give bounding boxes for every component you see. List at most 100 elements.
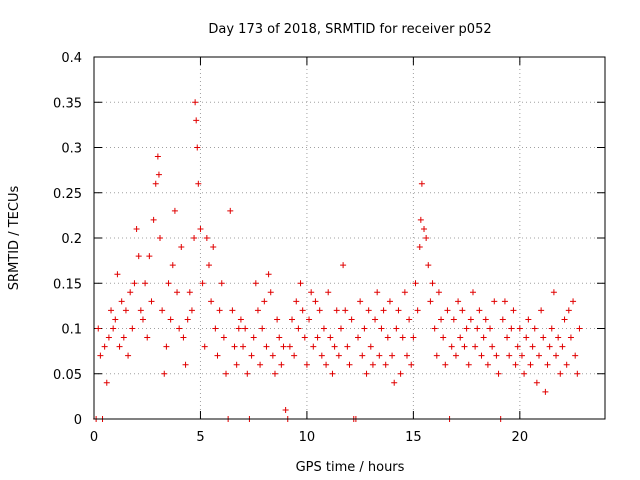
data-point <box>116 343 123 350</box>
data-point <box>269 352 276 359</box>
data-point <box>469 289 476 296</box>
data-point <box>418 180 425 187</box>
data-point <box>150 216 157 223</box>
data-point <box>493 352 500 359</box>
data-point <box>431 325 438 332</box>
data-point <box>318 352 325 359</box>
data-point <box>508 325 515 332</box>
data-point <box>372 316 379 323</box>
y-tick-label: 0.2 <box>61 232 82 247</box>
data-point <box>154 153 161 160</box>
data-point <box>146 253 153 260</box>
data-point <box>440 334 447 341</box>
data-point <box>105 334 112 341</box>
data-point <box>553 352 560 359</box>
data-point <box>344 343 351 350</box>
data-point <box>329 370 336 377</box>
data-point <box>201 343 208 350</box>
data-point <box>139 316 146 323</box>
data-point <box>355 334 362 341</box>
chart-title: Day 173 of 2018, SRMTID for receiver p05… <box>208 22 491 37</box>
data-point <box>459 307 466 314</box>
data-point <box>293 298 300 305</box>
tick-labels: 0 0.05 0.1 0.15 0.2 0.25 0.3 0.35 0.4 0 5 10 15 20 <box>53 51 528 445</box>
data-point <box>263 343 270 350</box>
data-point <box>212 325 219 332</box>
data-point <box>546 343 553 350</box>
data-point <box>386 298 393 305</box>
data-point <box>565 307 572 314</box>
axis-ticks <box>93 56 605 420</box>
data-point <box>442 361 449 368</box>
data-point <box>391 379 398 386</box>
data-point <box>194 144 201 151</box>
data-point <box>155 171 162 178</box>
data-point <box>114 271 121 278</box>
data-points <box>93 99 583 422</box>
data-point <box>474 325 481 332</box>
data-point <box>167 316 174 323</box>
data-point <box>261 298 268 305</box>
data-point <box>274 316 281 323</box>
data-point <box>291 352 298 359</box>
data-point <box>320 325 327 332</box>
data-point <box>101 343 108 350</box>
data-point <box>316 307 323 314</box>
data-point <box>563 361 570 368</box>
data-point <box>195 180 202 187</box>
data-point <box>421 225 428 232</box>
data-point <box>205 262 212 269</box>
data-point <box>489 343 496 350</box>
data-point <box>223 370 230 377</box>
data-point <box>482 316 489 323</box>
data-point <box>495 370 502 377</box>
data-point <box>157 235 164 241</box>
data-point <box>376 352 383 359</box>
data-point <box>144 334 151 341</box>
data-point <box>523 334 530 341</box>
data-point <box>220 334 227 341</box>
data-point <box>103 379 110 386</box>
data-point <box>403 352 410 359</box>
data-point <box>525 316 532 323</box>
data-point <box>576 325 583 332</box>
data-point <box>203 235 210 241</box>
data-point <box>142 280 149 287</box>
data-point <box>297 280 304 287</box>
data-point <box>182 361 189 368</box>
data-point <box>214 352 221 359</box>
data-point <box>346 361 353 368</box>
data-point <box>333 307 340 314</box>
y-tick-label: 0.4 <box>61 51 82 66</box>
data-point <box>148 298 155 305</box>
data-point <box>242 325 249 332</box>
data-point <box>401 289 408 296</box>
x-tick-label: 20 <box>512 430 529 445</box>
data-point <box>487 325 494 332</box>
x-tick-label: 5 <box>196 430 204 445</box>
data-point <box>504 334 511 341</box>
data-point <box>323 361 330 368</box>
data-point <box>193 117 200 124</box>
data-point <box>303 361 310 368</box>
data-point <box>161 370 168 377</box>
data-point <box>237 316 244 323</box>
data-point <box>461 343 468 350</box>
data-point <box>306 316 313 323</box>
data-point <box>299 307 306 314</box>
data-point <box>450 316 457 323</box>
data-point <box>425 262 432 269</box>
x-tick-label: 0 <box>90 430 98 445</box>
data-point <box>467 316 474 323</box>
data-point <box>512 361 519 368</box>
data-point <box>393 325 400 332</box>
data-point <box>295 325 302 332</box>
data-point <box>271 370 278 377</box>
data-point <box>444 307 451 314</box>
data-point <box>229 307 236 314</box>
data-point <box>108 307 115 314</box>
y-axis-label: SRMTID / TECUs <box>7 186 22 291</box>
data-point <box>312 298 319 305</box>
data-point <box>544 361 551 368</box>
data-point <box>359 352 366 359</box>
